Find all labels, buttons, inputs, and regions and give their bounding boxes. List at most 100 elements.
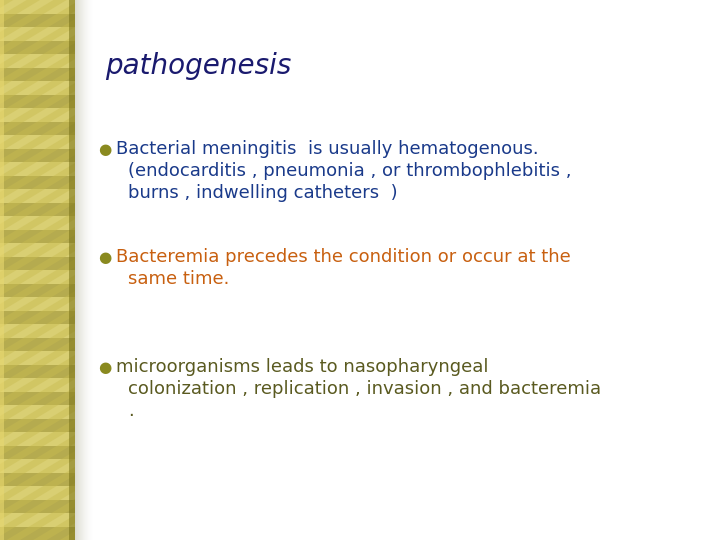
Polygon shape: [0, 323, 75, 376]
Bar: [85, 0, 86, 540]
Bar: [0, 446, 75, 459]
Bar: [0, 378, 75, 392]
Polygon shape: [0, 515, 75, 540]
Bar: [0, 148, 75, 162]
Bar: [86, 0, 87, 540]
Polygon shape: [0, 243, 75, 296]
Polygon shape: [0, 339, 75, 392]
Bar: [81, 0, 82, 540]
Bar: [78, 0, 79, 540]
Polygon shape: [0, 355, 75, 408]
Polygon shape: [0, 211, 75, 264]
Polygon shape: [0, 0, 75, 8]
Bar: [84, 0, 85, 540]
Bar: [0, 256, 75, 270]
Bar: [0, 432, 75, 445]
Polygon shape: [0, 115, 75, 168]
Polygon shape: [0, 419, 75, 472]
Bar: [75, 0, 76, 540]
Bar: [87, 0, 88, 540]
Bar: [0, 297, 75, 310]
Bar: [0, 162, 75, 176]
Bar: [79, 0, 80, 540]
Polygon shape: [0, 403, 75, 456]
Bar: [0, 94, 75, 108]
Bar: [0, 500, 75, 513]
Bar: [0, 418, 75, 432]
Bar: [0, 40, 75, 54]
Text: Bacteremia precedes the condition or occur at the: Bacteremia precedes the condition or occ…: [116, 248, 571, 266]
Bar: [90, 0, 91, 540]
Text: pathogenesis: pathogenesis: [105, 52, 292, 80]
Bar: [82, 0, 83, 540]
Bar: [0, 81, 75, 94]
Polygon shape: [0, 531, 75, 540]
Bar: [0, 135, 75, 148]
Text: ●: ●: [98, 250, 112, 265]
Bar: [0, 216, 75, 229]
Polygon shape: [0, 275, 75, 328]
Polygon shape: [0, 307, 75, 360]
Bar: [0, 122, 75, 135]
Polygon shape: [0, 483, 75, 536]
Bar: [69, 0, 75, 540]
Text: .: .: [128, 402, 134, 420]
Text: Bacterial meningitis  is usually hematogenous.: Bacterial meningitis is usually hematoge…: [116, 140, 539, 158]
Bar: [0, 0, 75, 14]
Bar: [0, 14, 75, 27]
Bar: [0, 27, 75, 40]
Bar: [80, 0, 81, 540]
Bar: [0, 486, 75, 500]
Bar: [83, 0, 84, 540]
Bar: [0, 176, 75, 189]
Text: ●: ●: [98, 360, 112, 375]
Bar: [76, 0, 77, 540]
Polygon shape: [0, 259, 75, 312]
Bar: [0, 472, 75, 486]
Bar: [0, 202, 75, 216]
Bar: [0, 526, 75, 540]
Polygon shape: [0, 227, 75, 280]
Bar: [91, 0, 92, 540]
Polygon shape: [0, 51, 75, 104]
Bar: [0, 54, 75, 68]
Polygon shape: [0, 163, 75, 216]
Polygon shape: [0, 83, 75, 136]
Polygon shape: [0, 35, 75, 88]
Text: (endocarditis , pneumonia , or thrombophlebitis ,: (endocarditis , pneumonia , or thromboph…: [128, 162, 572, 180]
Bar: [0, 68, 75, 81]
Polygon shape: [0, 3, 75, 56]
Polygon shape: [0, 195, 75, 248]
Polygon shape: [0, 467, 75, 520]
Bar: [0, 338, 75, 351]
Polygon shape: [0, 0, 75, 24]
Bar: [88, 0, 89, 540]
Bar: [0, 513, 75, 526]
Bar: [0, 364, 75, 378]
Bar: [0, 392, 75, 405]
Bar: [0, 351, 75, 364]
Bar: [0, 284, 75, 297]
Bar: [0, 0, 4, 540]
Polygon shape: [0, 131, 75, 184]
Polygon shape: [0, 67, 75, 120]
Text: ●: ●: [98, 142, 112, 157]
Bar: [0, 243, 75, 256]
Bar: [0, 270, 75, 284]
Bar: [0, 230, 75, 243]
Polygon shape: [0, 499, 75, 540]
Bar: [0, 324, 75, 338]
Polygon shape: [0, 291, 75, 344]
Polygon shape: [0, 179, 75, 232]
Text: burns , indwelling catheters  ): burns , indwelling catheters ): [128, 184, 397, 202]
Bar: [0, 405, 75, 418]
Bar: [0, 310, 75, 324]
Text: colonization , replication , invasion , and bacteremia: colonization , replication , invasion , …: [128, 380, 601, 398]
Bar: [0, 459, 75, 472]
Polygon shape: [0, 19, 75, 72]
Text: microorganisms leads to nasopharyngeal: microorganisms leads to nasopharyngeal: [116, 358, 488, 376]
Polygon shape: [0, 147, 75, 200]
Polygon shape: [0, 435, 75, 488]
Polygon shape: [0, 451, 75, 504]
Bar: [0, 108, 75, 122]
